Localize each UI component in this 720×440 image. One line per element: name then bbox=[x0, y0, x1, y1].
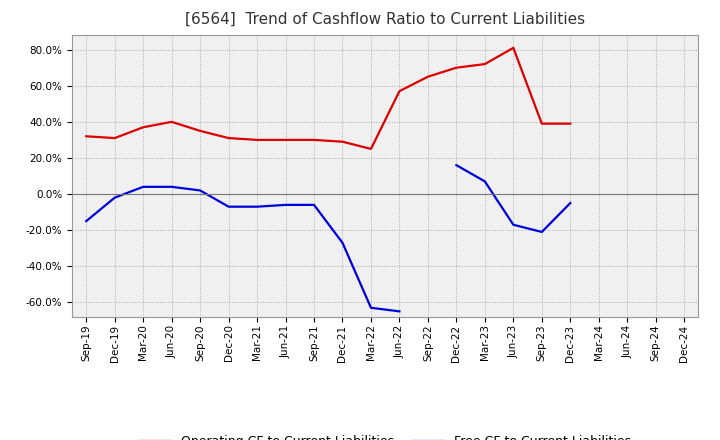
Line: Operating CF to Current Liabilities: Operating CF to Current Liabilities bbox=[86, 48, 570, 149]
Free CF to Current Liabilities bbox=[338, 240, 347, 246]
Operating CF to Current Liabilities bbox=[196, 128, 204, 133]
Operating CF to Current Liabilities bbox=[423, 74, 432, 79]
Free CF to Current Liabilities bbox=[282, 202, 290, 208]
Free CF to Current Liabilities bbox=[167, 184, 176, 190]
Title: [6564]  Trend of Cashflow Ratio to Current Liabilities: [6564] Trend of Cashflow Ratio to Curren… bbox=[185, 12, 585, 27]
Line: Free CF to Current Liabilities: Free CF to Current Liabilities bbox=[86, 187, 400, 312]
Operating CF to Current Liabilities bbox=[253, 137, 261, 143]
Free CF to Current Liabilities bbox=[196, 188, 204, 193]
Operating CF to Current Liabilities bbox=[366, 146, 375, 151]
Operating CF to Current Liabilities bbox=[282, 137, 290, 143]
Free CF to Current Liabilities bbox=[310, 202, 318, 208]
Operating CF to Current Liabilities bbox=[82, 134, 91, 139]
Free CF to Current Liabilities bbox=[395, 309, 404, 314]
Operating CF to Current Liabilities bbox=[139, 125, 148, 130]
Operating CF to Current Liabilities bbox=[338, 139, 347, 144]
Operating CF to Current Liabilities bbox=[395, 88, 404, 94]
Free CF to Current Liabilities bbox=[139, 184, 148, 190]
Operating CF to Current Liabilities bbox=[167, 119, 176, 125]
Operating CF to Current Liabilities bbox=[110, 136, 119, 141]
Legend: Operating CF to Current Liabilities, Free CF to Current Liabilities: Operating CF to Current Liabilities, Fre… bbox=[135, 430, 636, 440]
Operating CF to Current Liabilities bbox=[225, 136, 233, 141]
Free CF to Current Liabilities bbox=[110, 195, 119, 200]
Operating CF to Current Liabilities bbox=[537, 121, 546, 126]
Operating CF to Current Liabilities bbox=[480, 62, 489, 67]
Operating CF to Current Liabilities bbox=[566, 121, 575, 126]
Free CF to Current Liabilities bbox=[253, 204, 261, 209]
Free CF to Current Liabilities bbox=[225, 204, 233, 209]
Free CF to Current Liabilities bbox=[82, 219, 91, 224]
Operating CF to Current Liabilities bbox=[452, 65, 461, 70]
Operating CF to Current Liabilities bbox=[509, 45, 518, 51]
Free CF to Current Liabilities bbox=[366, 305, 375, 310]
Operating CF to Current Liabilities bbox=[310, 137, 318, 143]
